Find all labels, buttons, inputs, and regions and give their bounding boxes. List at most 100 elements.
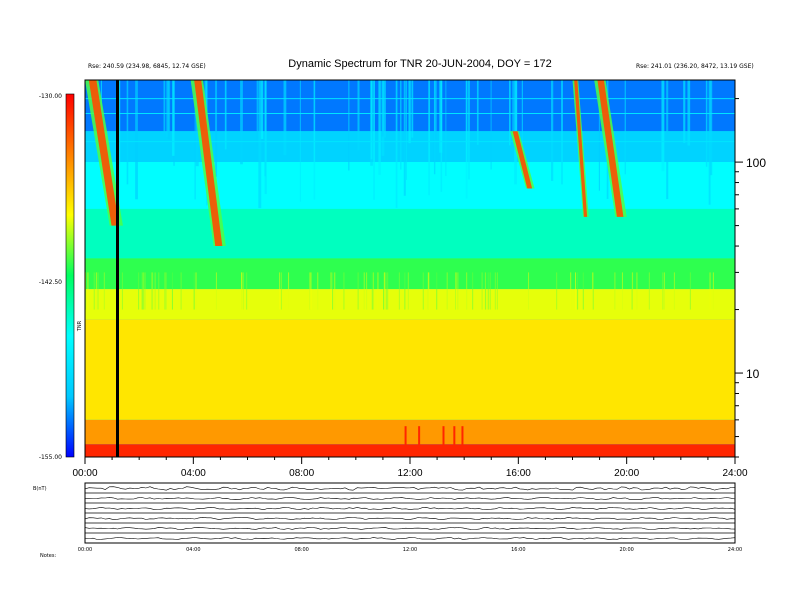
spectrum-stripe xyxy=(436,272,438,310)
spectrum-stripe xyxy=(240,80,243,165)
spectrum-stripe xyxy=(299,80,301,202)
spectrum-stripe xyxy=(309,272,311,310)
spectrum-stripe xyxy=(624,80,626,175)
spectrum-stripe xyxy=(180,272,182,310)
spectrum-spike xyxy=(461,426,464,453)
colorbar-tick-top: -130.00 xyxy=(39,93,62,100)
spectrum-stripe xyxy=(164,272,166,310)
spectrum-stripe xyxy=(663,272,665,310)
x-tick-label: 20:00 xyxy=(614,468,639,479)
spectrum-stripe xyxy=(636,272,638,310)
spectrum-spike xyxy=(442,426,445,453)
x-tick-label: 04:00 xyxy=(181,468,206,479)
spectrum-stripe xyxy=(439,80,443,153)
spectrum-stripe xyxy=(224,80,227,150)
y-axis: 100 10 xyxy=(735,98,766,458)
x-tick-label: 16:00 xyxy=(506,468,531,479)
spectrum-stripe xyxy=(407,272,409,310)
timeseries-x-tick-label: 16:00 xyxy=(511,547,525,553)
spectrum-stripe xyxy=(343,272,345,310)
spectrum-stripe xyxy=(466,272,468,310)
burst-core xyxy=(512,131,533,189)
x-axis: 00:00 04:00 08:00 12:00 16:00 20:00 24:00 xyxy=(72,457,748,479)
spectrum-stripe xyxy=(446,272,448,310)
timeseries-panel: B(nT) 00:00 04:00 08:00 12:00 16:00 20:00 24:00… xyxy=(33,482,742,559)
burst-core xyxy=(88,80,120,226)
spectrum-stripe xyxy=(661,80,665,172)
y-tick-label: 100 xyxy=(746,156,766,170)
timeseries-x-tick-label: 08:00 xyxy=(294,547,308,553)
spectrum-stripe xyxy=(118,80,121,165)
spectrum-stripe xyxy=(163,80,166,134)
spectrum-stripe xyxy=(317,272,319,310)
spectrum-stripe xyxy=(193,272,195,310)
spectrum-stripe xyxy=(521,80,523,158)
timeseries-x-tick-label: 20:00 xyxy=(619,547,633,553)
spectrum-stripe xyxy=(512,80,514,163)
right-header-line-3: Rse: 241.01 (236.20, 8472, 13.19 GSE) xyxy=(636,63,754,70)
spectrum-stripe xyxy=(712,272,714,310)
spectrum-stripe xyxy=(428,80,431,196)
x-tick-label: 00:00 xyxy=(72,468,97,479)
chart-title: Dynamic Spectrum for TNR 20-JUN-2004, DO… xyxy=(288,58,552,70)
spectrum-stripe xyxy=(455,272,457,310)
spectrum-stripe xyxy=(334,272,336,310)
spectrum-stripe xyxy=(408,80,411,144)
spectrum-stripe xyxy=(85,272,87,310)
spectrum-stripe xyxy=(135,80,138,200)
spectrum-stripe xyxy=(404,272,406,310)
spectrum-stripe xyxy=(403,80,406,196)
spectrum-stripe xyxy=(398,272,400,310)
spectrum-stripe xyxy=(708,80,711,205)
spectrum-stripe xyxy=(381,80,384,137)
spectrum-band xyxy=(85,258,735,290)
spectrum-stripe xyxy=(330,272,332,310)
spectrum-stripe xyxy=(166,80,169,137)
timeseries-line xyxy=(84,516,736,520)
spectrum-stripe xyxy=(709,272,711,310)
timeseries-line xyxy=(85,497,736,501)
spectrum-stripe xyxy=(494,272,496,310)
spectrum-stripe xyxy=(357,80,360,151)
spectrum-stripe xyxy=(215,80,218,177)
spectrum-band xyxy=(85,289,735,320)
spectrum-stripe xyxy=(158,272,160,310)
burst-core xyxy=(194,80,223,247)
spectrum-stripe xyxy=(280,272,282,310)
spectrum-stripe xyxy=(411,80,414,138)
spectrum-stripe xyxy=(165,272,167,310)
burst-core xyxy=(597,80,624,217)
spectrum-stripe xyxy=(126,80,129,185)
spectrum-stripe xyxy=(256,80,258,146)
spectrum-stripe xyxy=(195,272,197,310)
spectrum-stripe xyxy=(598,80,600,191)
spectrum-stripe xyxy=(621,272,623,310)
burst-events xyxy=(85,80,627,247)
x-tick-label: 08:00 xyxy=(289,468,314,479)
timeseries-label: B(nT) xyxy=(33,486,47,492)
timeseries-line xyxy=(84,537,736,540)
spectrum-stripe xyxy=(384,272,386,310)
spectrum-stripe xyxy=(260,80,264,140)
spectrum-stripe xyxy=(154,272,156,310)
spectrum-stripe xyxy=(366,272,368,310)
spectrum-spike xyxy=(404,426,407,453)
spectrum-stripe xyxy=(673,272,675,310)
spectrum-band xyxy=(85,444,735,457)
spectrum-stripe xyxy=(357,272,359,310)
spectrum-stripe xyxy=(487,272,489,310)
spectrum-stripe xyxy=(121,272,123,310)
spectrum-stripe xyxy=(87,272,89,310)
timeseries-line xyxy=(84,486,736,491)
spectrum-stripe xyxy=(93,272,95,310)
spectrum-stripe xyxy=(283,80,287,156)
spectrum-stripe xyxy=(468,80,470,180)
spectrum-stripe xyxy=(551,80,554,181)
spectrum-stripe xyxy=(373,80,376,200)
spectrum-stripe xyxy=(242,272,244,310)
spectrum-stripe xyxy=(481,272,483,310)
spectrum-stripe xyxy=(489,272,491,310)
spectrum-stripe xyxy=(172,80,175,156)
timeseries-x-tick-label: 04:00 xyxy=(186,547,200,553)
